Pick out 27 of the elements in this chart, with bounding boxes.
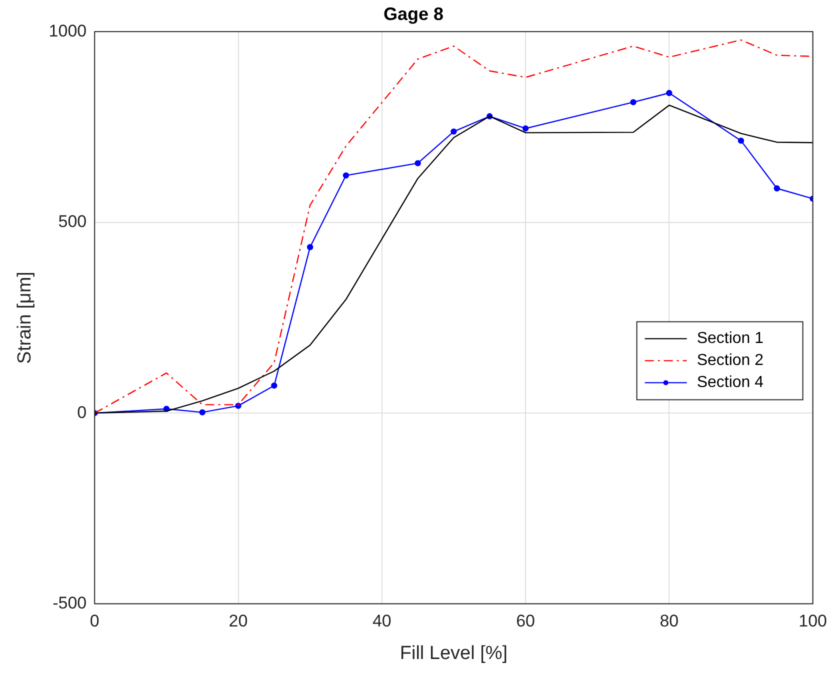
point — [342, 172, 350, 179]
point — [306, 244, 314, 250]
y-tick-label: -500 — [52, 593, 87, 612]
chart-title: Gage 8 — [383, 4, 444, 24]
x-tick-label: 60 — [516, 612, 535, 631]
y-tick-label: 500 — [58, 212, 87, 232]
x-axis-title: Fill Level [%] — [400, 642, 508, 664]
point — [414, 160, 421, 166]
y-axis-title: Strain [μm] — [14, 272, 36, 364]
x-tick-label: 80 — [660, 612, 679, 631]
point — [738, 138, 744, 144]
legend-label: Section 4 — [696, 374, 764, 392]
point — [271, 382, 278, 389]
point — [774, 185, 780, 192]
point — [522, 125, 529, 132]
point — [450, 128, 457, 135]
legend-label: Section 1 — [696, 330, 764, 348]
point — [199, 409, 206, 416]
x-tick-label: 20 — [228, 612, 248, 631]
x-tick-label: 40 — [372, 612, 392, 631]
x-tick-label: 0 — [90, 612, 100, 631]
legend-label: Section 2 — [696, 352, 764, 370]
x-tick-label: 100 — [798, 612, 828, 631]
point — [630, 99, 636, 106]
y-tick-label: 0 — [77, 402, 87, 422]
y-tick-label: 1000 — [48, 21, 87, 40]
point — [666, 90, 672, 96]
